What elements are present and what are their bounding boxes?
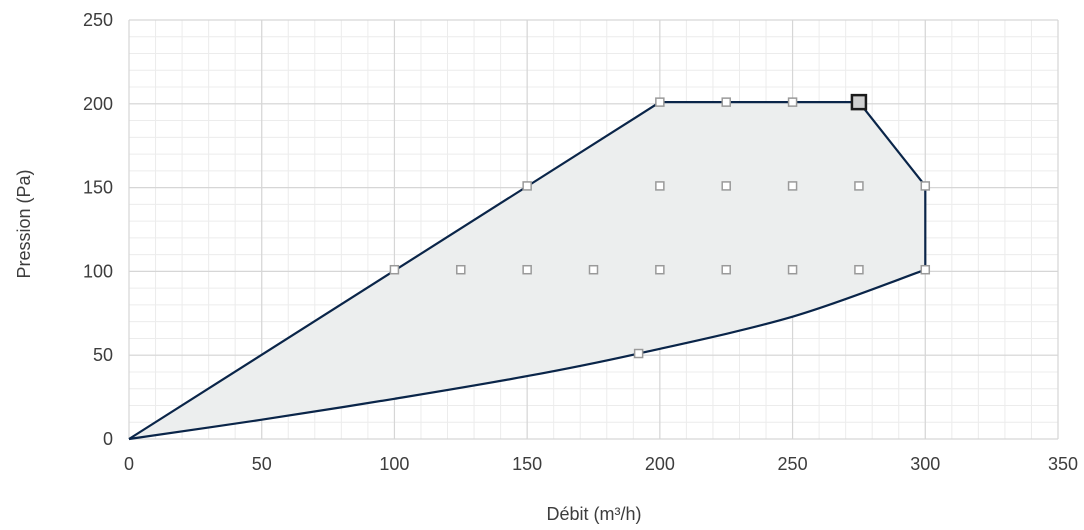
x-axis-title: Débit (m³/h) (546, 504, 641, 524)
data-point (389, 264, 400, 275)
data-point (721, 97, 731, 107)
y-tick-label: 0 (103, 429, 113, 449)
data-point (456, 264, 466, 275)
data-point (787, 97, 798, 107)
data-point (920, 264, 931, 275)
data-point (854, 181, 864, 191)
x-tick-label: 350 (1048, 454, 1078, 474)
x-tick-label: 200 (645, 454, 675, 474)
data-point (920, 181, 931, 191)
y-tick-label: 100 (83, 261, 113, 281)
data-point (588, 264, 599, 275)
highlighted-data-point[interactable] (850, 93, 868, 111)
y-tick-label: 150 (83, 178, 113, 198)
x-axis-ticks: 0 50 100 150 200 250 300 350 (124, 454, 1078, 474)
data-point (721, 264, 731, 275)
data-point (633, 348, 644, 359)
x-tick-label: 250 (778, 454, 808, 474)
lower-boundary-curve (128, 268, 926, 441)
y-tick-label: 50 (93, 345, 113, 365)
data-point (787, 264, 798, 275)
x-tick-label: 100 (379, 454, 409, 474)
y-tick-label: 200 (83, 94, 113, 114)
data-point (655, 97, 665, 107)
y-tick-label: 250 (83, 10, 113, 30)
data-point (787, 181, 798, 191)
data-point (655, 181, 665, 191)
x-tick-label: 300 (910, 454, 940, 474)
data-point (854, 264, 864, 275)
data-point (522, 181, 532, 191)
x-tick-label: 150 (512, 454, 542, 474)
y-axis-title: Pression (Pa) (14, 169, 34, 278)
data-point (522, 264, 532, 275)
data-points (389, 93, 931, 359)
x-tick-label: 0 (124, 454, 134, 474)
data-point (655, 264, 665, 275)
x-tick-label: 50 (252, 454, 272, 474)
y-axis-ticks: 0 50 100 150 200 250 (83, 10, 113, 449)
data-point (721, 181, 731, 191)
